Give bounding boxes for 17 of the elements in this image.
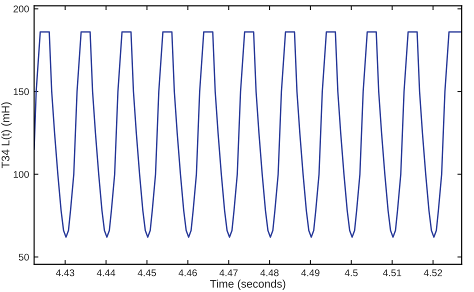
x-tick-label: 4.5 <box>344 269 358 276</box>
x-tick-label: 4.44 <box>96 269 116 276</box>
x-tick-label: 4.43 <box>56 269 74 276</box>
x-tick-label: 4.45 <box>138 269 156 276</box>
y-tick-label: 50 <box>18 254 29 261</box>
x-tick-label: 4.48 <box>260 269 279 276</box>
x-tick-label: 4.46 <box>178 269 197 276</box>
x-tick-label: 4.51 <box>382 269 402 276</box>
y-tick-label: 100 <box>14 170 29 178</box>
x-tick-label: 4.52 <box>424 269 442 276</box>
y-tick-label: 150 <box>14 88 29 96</box>
y-tick-label: 200 <box>14 6 29 12</box>
x-axis-title: Time (seconds) <box>210 280 286 290</box>
x-tick-label: 4.49 <box>301 269 320 276</box>
y-axis-title: T34 L(t) (mH) <box>1 102 12 168</box>
line-series <box>34 31 462 238</box>
x-tick-label: 4.47 <box>219 269 238 276</box>
